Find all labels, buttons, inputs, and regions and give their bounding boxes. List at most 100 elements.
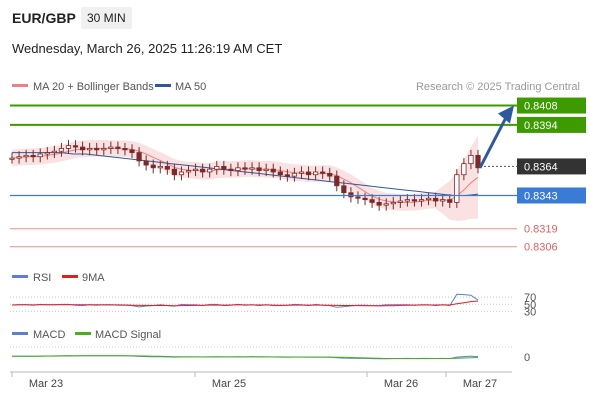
candle-body [23, 154, 29, 158]
macd-signal-line [11, 355, 479, 360]
credit-label: Research © 2025 Trading Central [416, 81, 580, 93]
candle-body [221, 166, 227, 170]
macd-legend-swatch [12, 332, 28, 335]
candle-body [447, 199, 453, 203]
candle-body [305, 171, 312, 176]
x-tick-label: Mar 25 [212, 378, 246, 390]
candle-body [129, 149, 135, 153]
candle-body [58, 148, 65, 152]
candle-body [44, 152, 50, 155]
candle-body [171, 168, 177, 176]
candle-body [468, 154, 474, 165]
resistance-value: 0.8394 [524, 120, 558, 132]
current-price-tag [517, 158, 586, 175]
candle-body [9, 157, 15, 160]
resistance-tag [517, 116, 586, 133]
candle-body [341, 185, 347, 194]
candle-body [418, 199, 425, 202]
candle-body [122, 148, 128, 151]
pivot-tag [517, 187, 586, 204]
candle-body [404, 199, 410, 202]
candle-body [192, 168, 199, 171]
x-axis: Mar 23 Mar 25 Mar 26 Mar 27 [11, 372, 497, 390]
candle-body [313, 171, 319, 176]
candle-body [348, 192, 354, 198]
candle-body [143, 160, 149, 166]
candle-body [461, 163, 467, 176]
candle-body [242, 167, 248, 170]
candle-body [115, 146, 121, 149]
rsi-level-label: 30 [524, 306, 536, 318]
rsi-ma-legend-label: 9MA [82, 272, 105, 284]
levels-layer: 0.8408 0.8394 0.8364 0.8343 0.8319 0.8306 [10, 97, 586, 254]
candle-body [256, 167, 262, 171]
ma20-legend-swatch [12, 84, 28, 87]
candle-body [214, 166, 220, 170]
rsi-legend-swatch [12, 275, 28, 278]
bollinger-band [12, 135, 478, 221]
macd-signal-legend-swatch [75, 332, 91, 335]
forecast-arrow-shaft [478, 116, 508, 169]
resistance-tag [517, 97, 586, 114]
ma50-legend-swatch [155, 84, 171, 87]
candle-body [200, 168, 206, 173]
candle-body [178, 171, 185, 176]
candle-body [30, 154, 36, 158]
candle-body [72, 145, 79, 148]
candle-body [150, 164, 156, 169]
candle-body [291, 172, 298, 177]
forecast-arrow-head [498, 105, 514, 124]
candle-body [164, 166, 170, 170]
candle-body [277, 171, 283, 176]
rsi-level-label: 70 [524, 292, 536, 304]
candle-body [157, 166, 163, 169]
candle-body [284, 174, 290, 177]
candle-body [454, 174, 460, 203]
candle-body [433, 197, 439, 202]
candle-body [440, 199, 446, 202]
candle-body [235, 167, 241, 171]
support-value: 0.8306 [524, 242, 558, 254]
candle-body [327, 172, 333, 177]
candle-body [136, 152, 142, 162]
candle-body [80, 146, 86, 151]
ma50-legend-label: MA 50 [175, 81, 206, 93]
candle-body [411, 199, 418, 202]
candle-body [362, 197, 368, 201]
candle-body [270, 168, 276, 173]
macd-signal-legend-label: MACD Signal [95, 329, 161, 341]
datetime-label: Wednesday, March 26, 2025 11:26:19 AM CE… [12, 41, 283, 56]
candle-body [320, 171, 326, 174]
candle-body [355, 196, 361, 199]
candle-body [51, 150, 57, 153]
candle-body [207, 168, 213, 173]
candle-body [425, 197, 432, 201]
candle-body [397, 200, 403, 203]
macd-zero-label: 0 [524, 352, 530, 364]
timeframe-button[interactable]: 30 MIN [81, 7, 132, 29]
header-bar: EUR/GBP 30 MIN [0, 0, 590, 36]
candle-body [376, 202, 382, 206]
candle-body [185, 170, 192, 173]
resistance-value: 0.8408 [524, 101, 558, 113]
candle-body [87, 148, 93, 151]
candle-body [475, 154, 481, 169]
candle-body [16, 156, 22, 159]
candle-body [334, 175, 340, 187]
candle-body [94, 148, 100, 151]
ma20-legend-label: MA 20 + Bollinger Bands [33, 81, 154, 93]
candle-body [65, 145, 72, 149]
pivot-value: 0.8343 [524, 190, 558, 202]
macd-legend-label: MACD [33, 329, 65, 341]
candle-body [108, 146, 114, 149]
x-tick-label: Mar 26 [384, 378, 418, 390]
candle-body [263, 168, 269, 171]
rsi-legend-label: RSI [33, 272, 51, 284]
rsi-level-label: 50 [524, 299, 536, 311]
candle-body [228, 168, 234, 171]
rsi-ma-line [11, 300, 479, 307]
symbol-label: EUR/GBP [12, 10, 76, 26]
candle-body [369, 199, 375, 203]
